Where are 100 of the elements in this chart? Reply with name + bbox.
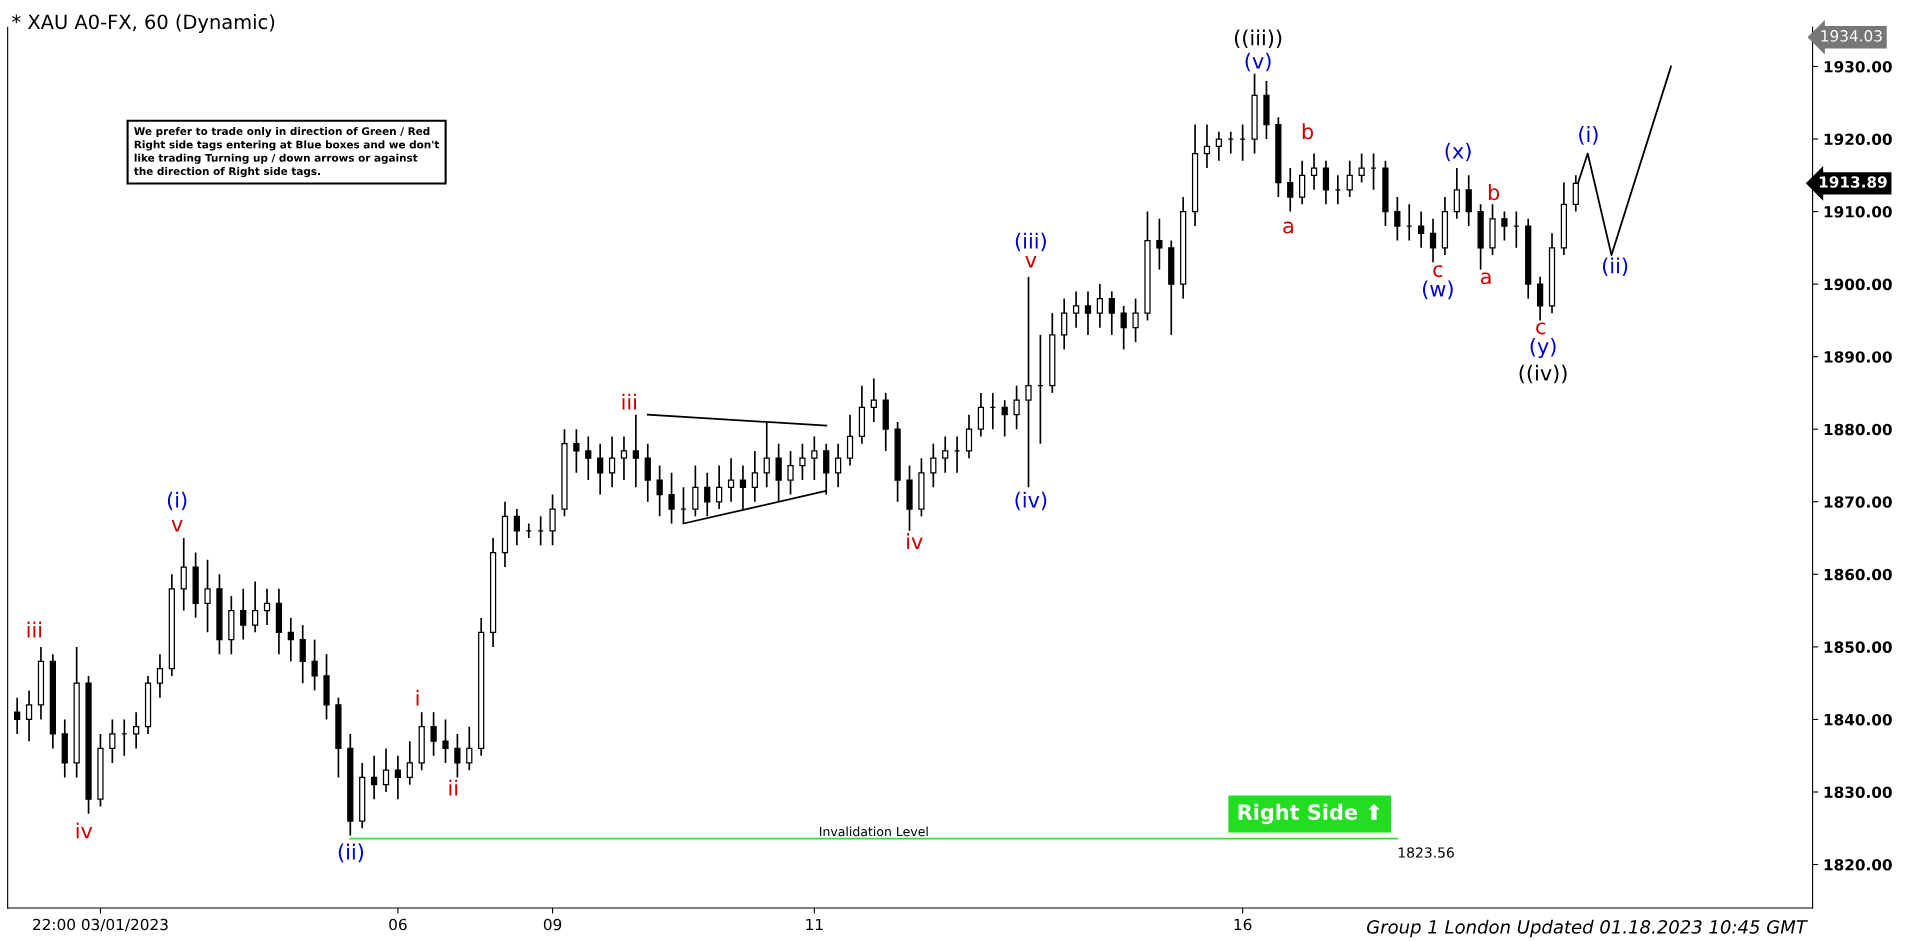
candlestick — [299, 624, 306, 684]
candlestick — [977, 392, 985, 438]
candlestick — [1061, 297, 1068, 351]
candlestick — [1310, 152, 1318, 191]
candlestick — [751, 450, 758, 503]
annotation: a — [1283, 221, 1293, 234]
candlestick — [394, 754, 402, 801]
y-tick-label: 1910.00 — [1824, 206, 1892, 218]
x-tick-label: 16 — [1234, 918, 1252, 931]
y-tick-label: 1900.00 — [1824, 278, 1892, 291]
candlestick — [573, 428, 580, 474]
candlestick — [1418, 210, 1425, 249]
y-tick-label: 1860.00 — [1824, 568, 1892, 581]
candlestick — [942, 435, 949, 474]
candlestick — [14, 696, 21, 735]
y-tick-label: 1920.00 — [1824, 133, 1892, 146]
candlestick — [406, 740, 413, 786]
annotation: We prefer to trade only in direction of Green / Red Right side tags entering at Blue boxes and we don't like trading Turning up / down arrows or against the direction of Right side tags. — [133, 127, 440, 178]
annotation: (y) — [1530, 337, 1556, 359]
annotation: b — [1302, 123, 1314, 140]
y-tick-label: 1850.00 — [1824, 641, 1892, 653]
candlestick — [716, 464, 723, 510]
candlestick — [311, 638, 318, 692]
annotation: v — [1025, 256, 1037, 268]
annotation: (ii) — [1602, 257, 1628, 276]
candlestick — [442, 718, 449, 764]
candlestick — [1394, 196, 1401, 242]
candlestick — [240, 588, 247, 641]
annotation: v — [171, 520, 183, 532]
candlestick — [692, 464, 699, 518]
annotation: c — [1536, 322, 1546, 335]
text: 1913.89 — [1819, 176, 1887, 188]
annotation: (iv) — [1015, 491, 1047, 511]
annotation: iv — [76, 822, 93, 839]
candlestick — [1132, 297, 1139, 343]
candlestick — [1013, 384, 1020, 431]
annotation: iv — [907, 533, 923, 549]
annotation: (ii) — [338, 843, 364, 863]
candlestick — [1322, 159, 1330, 206]
annotation: b — [1488, 184, 1500, 201]
candlestick — [632, 413, 639, 489]
candlestick — [382, 747, 390, 793]
y-tick-label: 1890.00 — [1824, 351, 1892, 363]
candlestick — [1536, 276, 1544, 322]
candlestick — [180, 537, 187, 612]
annotation: Right Side ⬆ — [1238, 803, 1380, 825]
candlestick — [846, 413, 854, 467]
candlestick — [1203, 123, 1211, 169]
annotation: (i) — [1579, 126, 1598, 145]
x-tick-label: 11 — [806, 918, 823, 931]
text: 1934.03 — [1821, 30, 1882, 42]
candlestick — [1287, 167, 1294, 213]
x-tick-label: 06 — [389, 918, 407, 931]
candlestick — [1001, 399, 1008, 438]
candlestick — [454, 733, 461, 779]
candlestick — [656, 464, 663, 518]
text: Group 1 London Updated 01.18.2023 10:45 GMT — [1367, 919, 1809, 938]
y-tick-label: 1930.00 — [1824, 60, 1892, 73]
candlestick — [1084, 290, 1092, 336]
candlestick — [133, 711, 140, 750]
candlestick — [644, 442, 651, 503]
candlestick — [263, 588, 271, 626]
y-tick-label: 1830.00 — [1824, 786, 1892, 798]
candlestick — [787, 450, 794, 496]
candlestick — [204, 558, 211, 634]
candlestick — [1096, 283, 1104, 329]
candlestick — [1346, 159, 1353, 198]
annotation: 1823.56 — [1398, 847, 1454, 858]
candlestick — [727, 457, 735, 503]
candlestick — [1299, 159, 1306, 206]
annotation: ii — [449, 779, 458, 796]
line-series — [1574, 65, 1672, 257]
candlestick — [1501, 210, 1508, 242]
candlestick — [965, 413, 973, 460]
candlestick — [1108, 290, 1115, 336]
y-tick-label: 1880.00 — [1824, 423, 1892, 436]
y-tick-label: 1840.00 — [1824, 713, 1892, 726]
annotation: (x) — [1445, 142, 1471, 162]
candlestick — [608, 435, 616, 489]
candlestick — [109, 718, 116, 764]
annotation: (w) — [1423, 280, 1453, 300]
x-tick-label: 22:00 03/01/2023 — [33, 918, 168, 932]
candlestick — [1072, 290, 1080, 329]
annotation: iii — [622, 393, 636, 410]
candlestick — [668, 471, 675, 525]
candlestick — [585, 435, 592, 481]
annotation: a — [1480, 272, 1491, 285]
annotation: (iii) — [1015, 232, 1046, 252]
candlestick — [1465, 174, 1472, 227]
candlestick — [549, 493, 556, 547]
candlestick — [1120, 305, 1127, 351]
annotation: i — [416, 689, 419, 706]
candlestick — [597, 442, 604, 496]
candlestick — [799, 442, 806, 481]
candlestick — [811, 435, 818, 481]
candlestick — [1156, 217, 1163, 271]
candlestick — [1429, 217, 1437, 264]
candlestick — [287, 617, 294, 663]
annotation: ((iii)) — [1234, 29, 1282, 49]
candlestick — [1215, 130, 1222, 162]
